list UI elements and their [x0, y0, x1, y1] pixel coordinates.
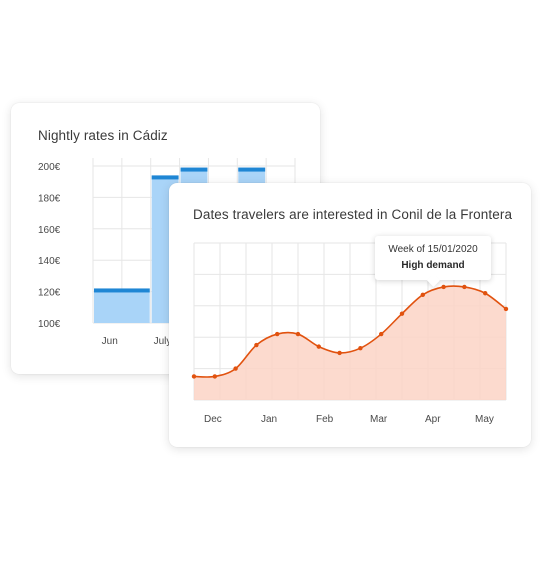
demand-point	[420, 292, 425, 298]
demand-point	[295, 331, 301, 337]
x-tick-label: May	[475, 414, 494, 425]
demand-area	[194, 286, 506, 400]
demand-point	[399, 311, 405, 316]
demand-title: Dates travelers are interested in Conil …	[193, 207, 513, 222]
y-tick-label: 200€	[38, 162, 61, 173]
y-tick-label: 120€	[38, 288, 61, 299]
x-tick-label: Jun	[102, 336, 118, 347]
demand-point	[191, 374, 197, 379]
y-tick-label: 180€	[38, 193, 61, 204]
demand-point	[275, 331, 280, 337]
demand-card: Dates travelers are interested in Conil …	[169, 183, 531, 447]
demand-point	[337, 350, 342, 356]
demand-point	[254, 342, 259, 348]
x-tick-label: Mar	[370, 414, 388, 425]
demand-chart: Dec Jan Feb Mar Apr May	[191, 242, 509, 425]
bar-top	[94, 288, 150, 293]
demand-point	[462, 284, 467, 290]
tooltip-week-label: Week of 15/01/2020	[388, 244, 478, 255]
x-tick-label: Jan	[261, 414, 277, 425]
bar-top	[151, 175, 179, 180]
demand-point	[441, 284, 446, 290]
x-tick-label: July	[154, 336, 172, 347]
demand-point	[379, 331, 384, 337]
demand-point	[212, 374, 217, 379]
demand-point	[358, 345, 363, 351]
bar	[94, 288, 150, 323]
y-tick-label: 160€	[38, 225, 61, 236]
y-tick-label: 140€	[38, 256, 61, 267]
demand-tooltip: Week of 15/01/2020 High demand	[375, 236, 491, 280]
x-tick-label: Dec	[204, 414, 222, 425]
y-tick-label: 100€	[38, 319, 61, 330]
demand-point	[483, 291, 488, 296]
x-tick-label: Feb	[316, 414, 334, 425]
tooltip-demand-label: High demand	[401, 260, 465, 271]
demand-point	[316, 344, 321, 349]
x-tick-label: Apr	[425, 414, 441, 425]
nightly-rates-title: Nightly rates in Cádiz	[38, 128, 168, 143]
demand-point	[503, 306, 509, 312]
bar-top	[180, 167, 208, 172]
demand-point	[233, 366, 238, 371]
demand-line	[193, 285, 507, 378]
bar-top	[238, 167, 266, 172]
